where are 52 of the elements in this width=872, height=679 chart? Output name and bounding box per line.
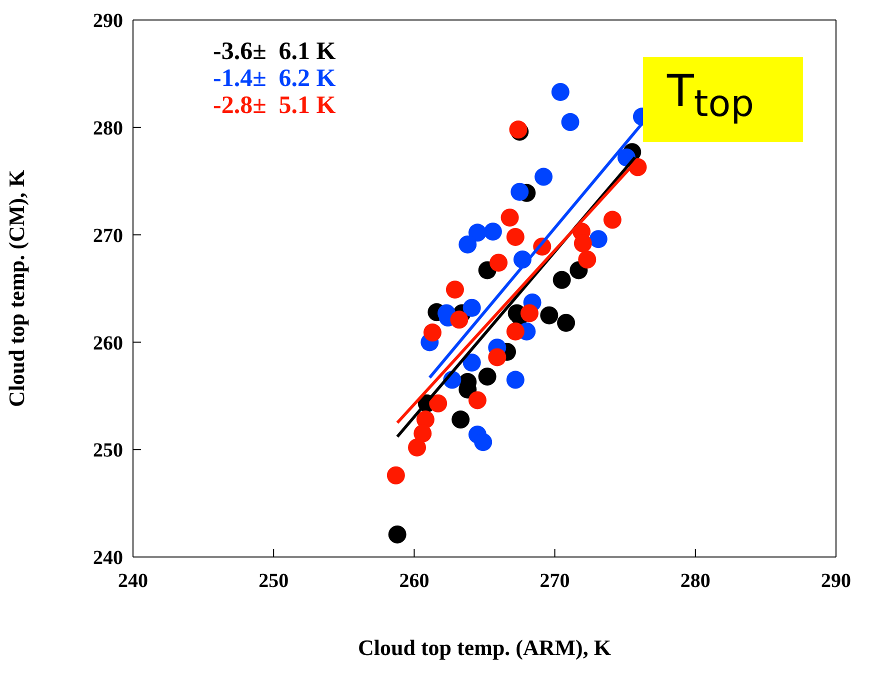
x-tick-label: 270	[540, 570, 570, 592]
point	[386, 466, 405, 484]
annotation: -1.4± 6.2 K	[213, 65, 336, 92]
point	[414, 424, 432, 442]
y-tick-label: 260	[93, 332, 123, 354]
point	[462, 354, 481, 372]
point	[500, 208, 519, 227]
y-tick-label: 270	[93, 224, 123, 247]
y-tick-label: 280	[93, 118, 123, 140]
point	[540, 306, 558, 324]
x-tick-label: 280	[680, 570, 710, 592]
point	[462, 298, 481, 317]
point	[551, 82, 570, 101]
x-tick-label: 240	[118, 570, 148, 592]
point	[578, 250, 596, 268]
point	[510, 182, 529, 201]
point	[408, 438, 426, 456]
point	[488, 348, 506, 366]
point	[557, 314, 576, 332]
point	[506, 370, 524, 389]
point	[388, 525, 406, 544]
point	[552, 270, 571, 289]
point	[506, 228, 524, 246]
point	[446, 280, 464, 299]
point	[450, 310, 468, 329]
point	[484, 222, 502, 241]
point	[468, 224, 486, 242]
point	[458, 235, 477, 254]
x-tick-label: 250	[258, 570, 289, 592]
point	[474, 433, 492, 452]
annotation: -3.6± 6.1 K	[213, 38, 336, 65]
y-axis-title: Cloud top temp. (CM), K	[4, 170, 29, 408]
point	[478, 368, 496, 386]
point	[429, 394, 448, 412]
point	[603, 210, 622, 229]
point	[468, 391, 486, 410]
point	[520, 304, 538, 322]
x-tick-label: 260	[399, 570, 430, 592]
point	[589, 230, 608, 248]
point	[561, 113, 580, 132]
point	[534, 168, 553, 186]
point	[452, 410, 470, 429]
annotation: -2.8± 5.1 K	[213, 92, 336, 119]
x-axis-title: Cloud top temp. (ARM), K	[358, 635, 611, 660]
y-tick-label: 240	[93, 547, 123, 570]
annotation: T$_{top}$	[643, 57, 803, 142]
y-tick-label: 250	[93, 440, 123, 462]
point	[490, 254, 508, 272]
x-tick-label: 290	[821, 570, 851, 592]
point	[423, 324, 442, 342]
point	[506, 322, 524, 340]
y-tick-label: 290	[93, 10, 123, 32]
